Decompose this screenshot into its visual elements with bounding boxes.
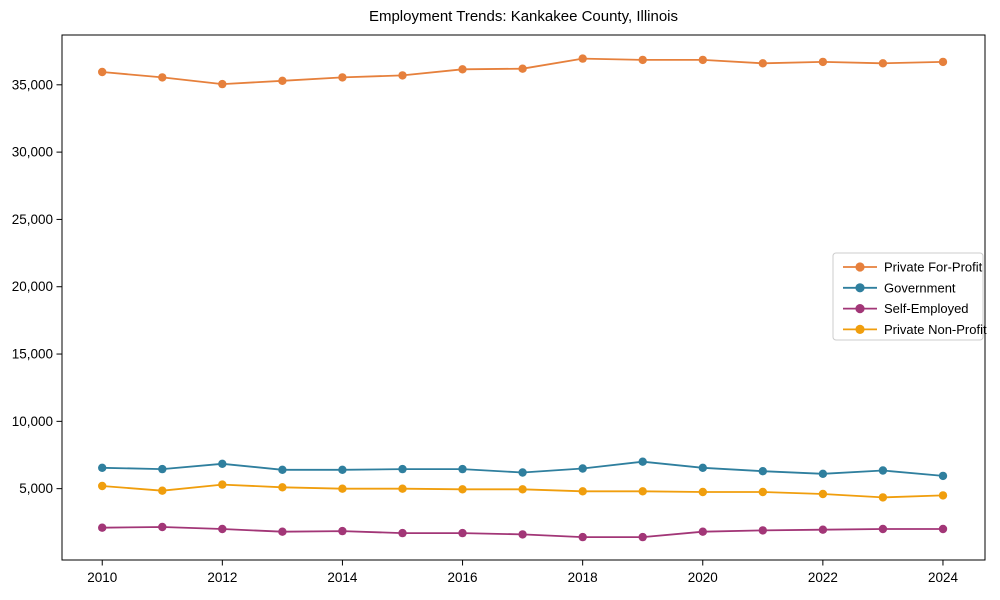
data-point-self-employed (518, 530, 527, 539)
data-point-private-for-profit (638, 55, 647, 65)
data-point-government (758, 467, 767, 476)
data-point-private-non-profit (638, 487, 647, 496)
data-point-private-non-profit (458, 485, 467, 494)
data-point-private-for-profit (698, 55, 707, 65)
data-point-self-employed (578, 532, 587, 542)
data-point-self-employed (338, 526, 347, 536)
data-point-government (158, 464, 167, 474)
data-point-private-for-profit (458, 65, 467, 74)
data-point-private-for-profit (938, 57, 948, 67)
y-tick-label: 5,000 (19, 481, 53, 496)
data-point-private-non-profit (218, 480, 227, 489)
data-point-private-for-profit (758, 59, 767, 68)
x-tick-label: 2018 (568, 570, 598, 585)
data-point-private-for-profit (518, 64, 527, 73)
data-point-government (278, 465, 287, 474)
x-tick-label: 2010 (87, 570, 117, 585)
data-point-government (578, 464, 587, 473)
data-point-private-non-profit (878, 493, 888, 502)
legend-marker-self-employed (855, 304, 865, 314)
data-point-private-non-profit (278, 483, 287, 492)
x-tick-label: 2024 (928, 570, 959, 585)
data-point-self-employed (938, 524, 948, 534)
data-point-self-employed (278, 527, 287, 536)
data-point-self-employed (758, 526, 767, 535)
y-tick-label: 10,000 (12, 414, 53, 429)
data-point-private-for-profit (338, 73, 347, 82)
y-tick-label: 20,000 (12, 279, 53, 294)
data-point-government (218, 459, 227, 468)
x-tick-label: 2012 (207, 570, 237, 585)
x-tick-label: 2016 (448, 570, 478, 585)
data-point-private-non-profit (758, 487, 767, 497)
data-point-self-employed (158, 522, 167, 532)
y-tick-label: 25,000 (12, 212, 53, 227)
data-point-private-non-profit (398, 484, 407, 493)
legend-marker-private-for-profit (855, 262, 865, 272)
data-point-government (818, 469, 828, 478)
legend-box (832, 252, 984, 341)
data-point-private-non-profit (818, 489, 828, 499)
data-point-government (518, 468, 527, 477)
y-tick-label: 35,000 (12, 77, 53, 92)
data-point-private-for-profit (398, 71, 407, 80)
data-point-self-employed (98, 523, 107, 532)
data-point-government (698, 463, 707, 472)
data-point-government (398, 464, 407, 474)
y-tick-label: 15,000 (12, 347, 53, 362)
data-point-self-employed (458, 528, 467, 538)
data-point-private-for-profit (878, 59, 888, 68)
data-point-private-non-profit (578, 487, 587, 496)
data-point-government (638, 457, 647, 466)
data-point-private-for-profit (158, 73, 167, 82)
data-point-government (338, 465, 347, 474)
data-point-private-for-profit (98, 67, 107, 77)
data-point-self-employed (218, 524, 227, 534)
data-point-self-employed (398, 528, 407, 538)
data-point-private-for-profit (578, 54, 587, 63)
data-point-government (878, 466, 888, 475)
legend-label-government: Government (884, 280, 956, 295)
x-tick-label: 2014 (327, 570, 358, 585)
data-point-private-for-profit (818, 57, 828, 67)
plot-border (61, 34, 986, 561)
data-point-private-non-profit (518, 485, 527, 494)
data-point-private-for-profit (218, 79, 227, 89)
x-tick-label: 2020 (688, 570, 718, 585)
legend-label-private-for-profit: Private For-Profit (884, 260, 983, 275)
data-point-self-employed (878, 524, 888, 534)
legend-label-self-employed: Self-Employed (884, 301, 969, 316)
legend-label-private-non-profit: Private Non-Profit (884, 322, 987, 337)
legend-marker-government (855, 283, 865, 293)
data-point-private-for-profit (278, 76, 287, 86)
data-point-self-employed (818, 525, 828, 534)
data-point-private-non-profit (938, 491, 948, 500)
data-point-self-employed (698, 527, 707, 536)
data-point-government (938, 471, 948, 481)
data-point-government (98, 463, 107, 472)
data-point-government (458, 464, 467, 474)
x-tick-label: 2022 (808, 570, 838, 585)
data-point-private-non-profit (98, 481, 107, 491)
data-point-private-non-profit (158, 486, 167, 495)
data-point-private-non-profit (338, 484, 347, 493)
data-point-self-employed (638, 532, 647, 542)
data-point-private-non-profit (698, 487, 707, 497)
y-tick-label: 30,000 (12, 145, 53, 160)
chart-title: Employment Trends: Kankakee County, Illi… (368, 8, 679, 25)
legend-marker-private-non-profit (855, 324, 865, 334)
